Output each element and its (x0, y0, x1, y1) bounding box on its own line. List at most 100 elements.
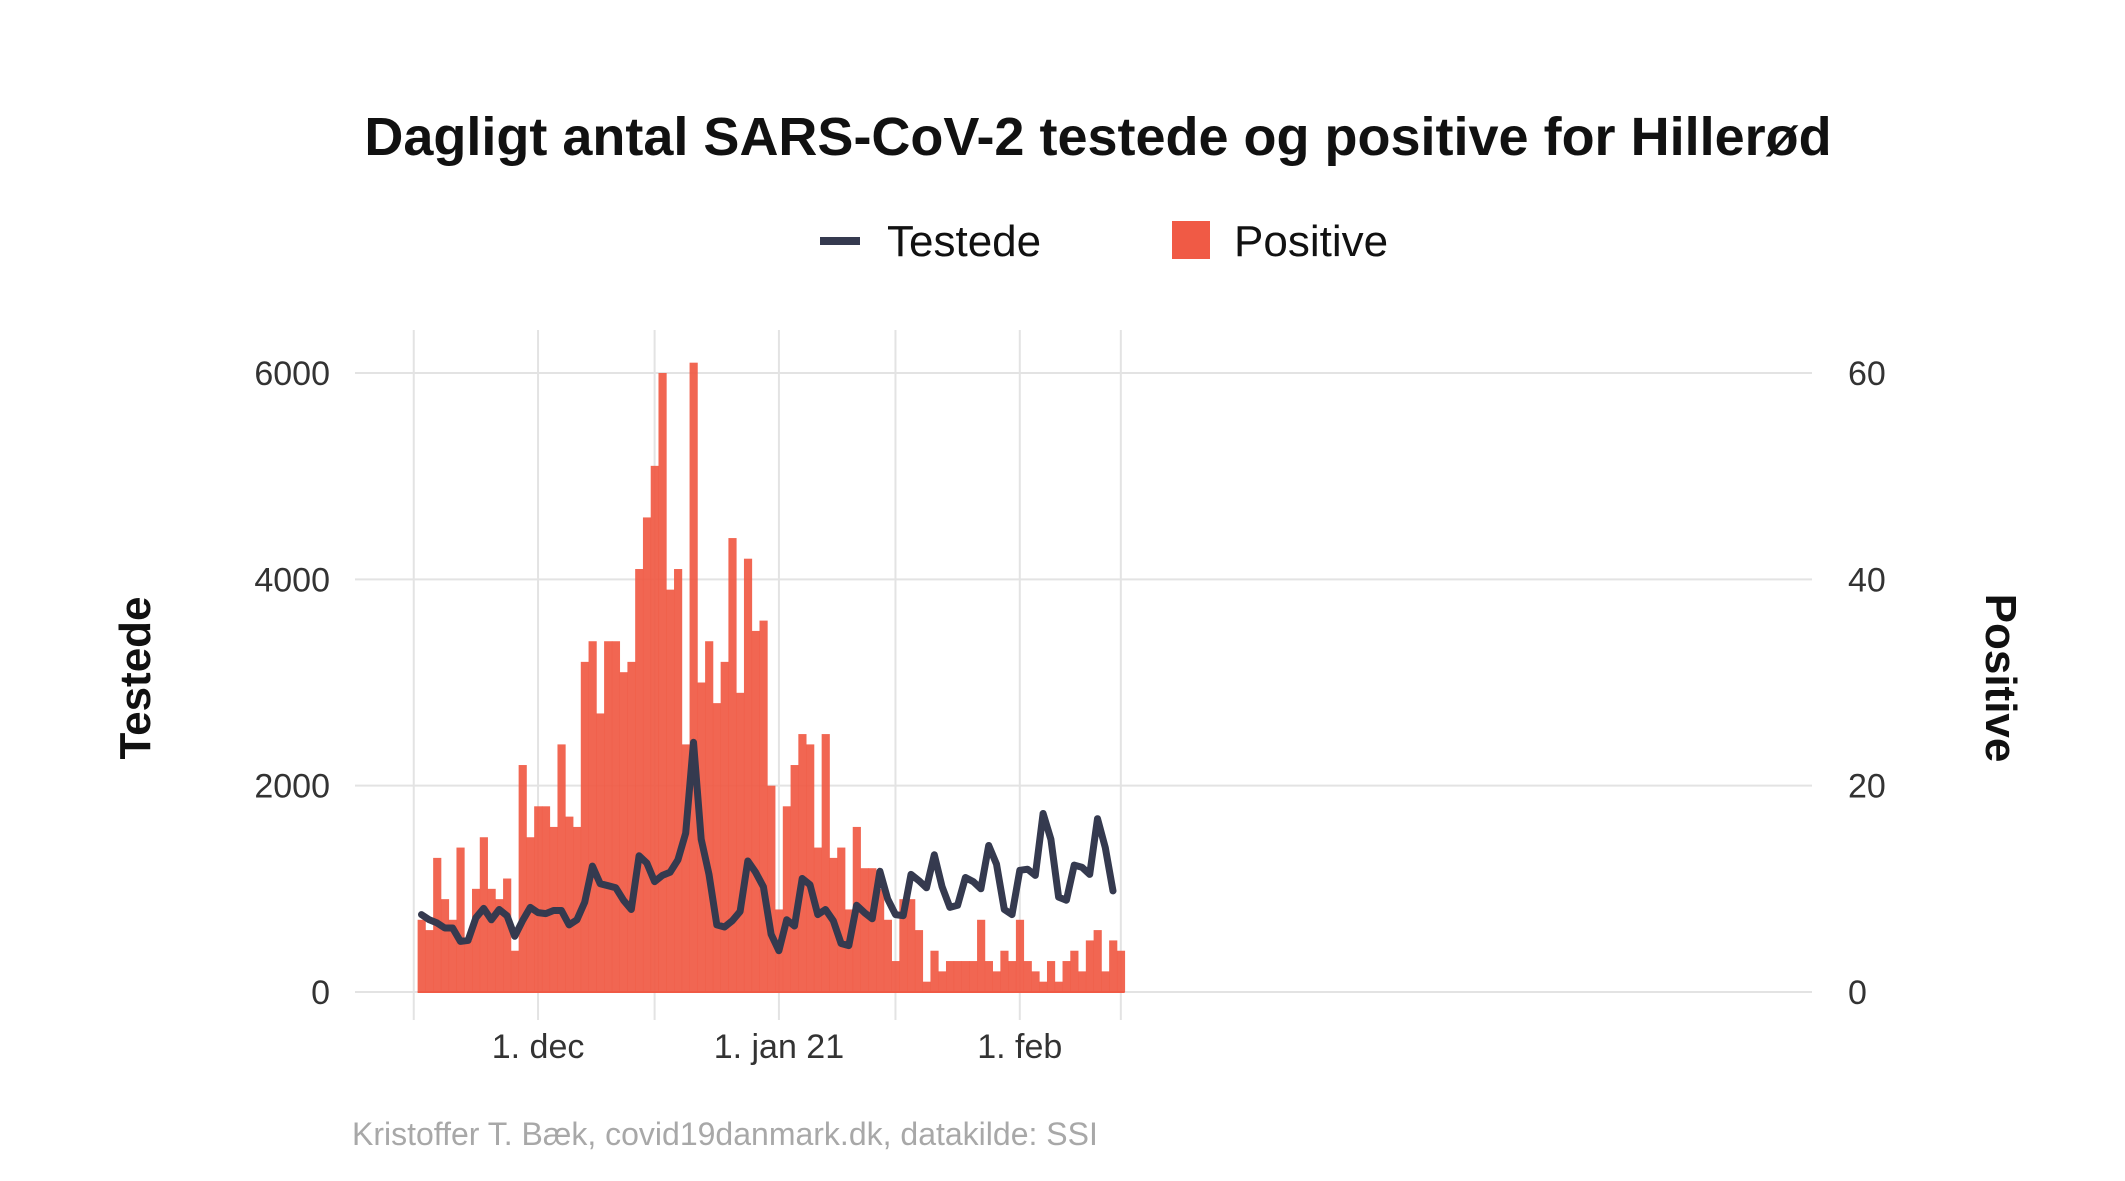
positive-bar (720, 661, 729, 992)
positive-bar (689, 362, 698, 992)
positive-bar (883, 919, 892, 992)
x-tick-label: 1. jan 21 (714, 1028, 844, 1066)
caption: Kristoffer T. Bæk, covid19danmark.dk, da… (352, 1116, 1098, 1152)
positive-bar (938, 971, 947, 992)
positive-bar (534, 806, 543, 992)
positive-bar (619, 672, 628, 992)
positive-bar (456, 847, 465, 992)
positive-bar (891, 961, 900, 992)
positive-bar (611, 641, 621, 992)
legend: Testede Positive (820, 217, 1388, 266)
positive-bar (604, 641, 613, 992)
chart-title: Dagligt antal SARS-CoV-2 testede og posi… (364, 107, 1831, 167)
positive-bar (759, 620, 768, 992)
positive-bar (798, 734, 807, 992)
positive-bar (945, 961, 955, 992)
y-left-tick-label: 0 (311, 974, 330, 1012)
positive-bar (510, 950, 520, 992)
positive-bar (705, 641, 714, 992)
positive-bar (627, 661, 636, 992)
positive-bar (821, 734, 830, 992)
positive-bar (487, 888, 496, 992)
positive-bar (813, 847, 823, 992)
positive-bar (472, 888, 481, 992)
positive-bar (588, 641, 597, 992)
positive-bar (1062, 961, 1071, 992)
positive-bar (557, 744, 566, 992)
testede-line-layer (418, 738, 1117, 955)
positive-bar (1085, 940, 1095, 992)
positive-bar (1078, 971, 1087, 992)
positive-bar (728, 538, 737, 992)
testede-line (418, 738, 1117, 955)
positive-bar (961, 961, 970, 992)
positive-bar (541, 806, 551, 992)
positive-bar (1008, 961, 1017, 992)
positive-bar (1039, 981, 1048, 992)
positive-bar (984, 961, 993, 992)
positive-bar (969, 961, 978, 992)
positive-bar (635, 569, 644, 992)
positive-bar (503, 878, 512, 992)
positive-bar (681, 744, 690, 992)
positive-bar (914, 930, 924, 992)
positive-bar (977, 919, 986, 992)
positive-bar (1015, 919, 1025, 992)
positive-bar (1116, 950, 1126, 992)
positive-bar (580, 661, 589, 992)
positive-bar (1046, 961, 1056, 992)
positive-bar (1070, 950, 1079, 992)
y-left-tick-label: 6000 (254, 355, 330, 393)
positive-bar (448, 919, 457, 992)
positive-bar (425, 930, 434, 992)
positive-bar (495, 899, 504, 992)
x-tick-label: 1. dec (492, 1028, 585, 1066)
y-right-tick-label: 40 (1848, 561, 1886, 599)
positive-bar (736, 692, 745, 992)
positive-bar (767, 785, 776, 992)
positive-bar (837, 847, 846, 992)
legend-positive-swatch (1172, 221, 1210, 259)
tick-labels: 0 2000 4000 6000 0 20 40 60 1. dec 1. jan 21 1. fe… (254, 355, 1885, 1066)
positive-bar (658, 373, 667, 992)
positive-bar (712, 703, 722, 992)
y-right-tick-label: 20 (1848, 768, 1886, 806)
positive-bar (1109, 940, 1118, 992)
positive-bar (526, 837, 535, 992)
positive-bar (1031, 971, 1040, 992)
positive-bar (1023, 961, 1032, 992)
positive-bar (674, 569, 683, 992)
positive-bar (1054, 981, 1063, 992)
y-left-title: Testede (111, 596, 160, 759)
positive-bar (518, 765, 527, 992)
positive-bar (440, 899, 450, 992)
positive-bar (1101, 971, 1110, 992)
y-right-tick-label: 60 (1848, 355, 1886, 393)
positive-bar (782, 806, 791, 992)
positive-bar (860, 868, 869, 992)
positive-bar (876, 888, 885, 992)
positive-bar (907, 899, 916, 992)
positive-bar (596, 713, 605, 992)
positive-bar (953, 961, 962, 992)
positive-bar (806, 744, 815, 992)
y-right-title: Positive (1976, 594, 2025, 763)
positive-bar (1093, 930, 1102, 992)
legend-positive-label: Positive (1234, 217, 1388, 266)
positive-bar (743, 558, 753, 992)
positive-bar (464, 940, 473, 992)
legend-testede-label: Testede (887, 217, 1041, 266)
x-tick-label: 1. feb (977, 1028, 1062, 1066)
y-right-tick-label: 0 (1848, 974, 1867, 1012)
y-left-tick-label: 2000 (254, 768, 330, 806)
positive-bar (868, 868, 877, 992)
positive-bar (751, 630, 760, 992)
positive-bar (922, 981, 931, 992)
positive-bar (642, 517, 652, 992)
y-left-tick-label: 4000 (254, 561, 330, 599)
positive-bar (666, 589, 675, 992)
positive-bar (565, 816, 574, 992)
positive-bar (790, 765, 799, 992)
positive-bar (844, 909, 854, 992)
